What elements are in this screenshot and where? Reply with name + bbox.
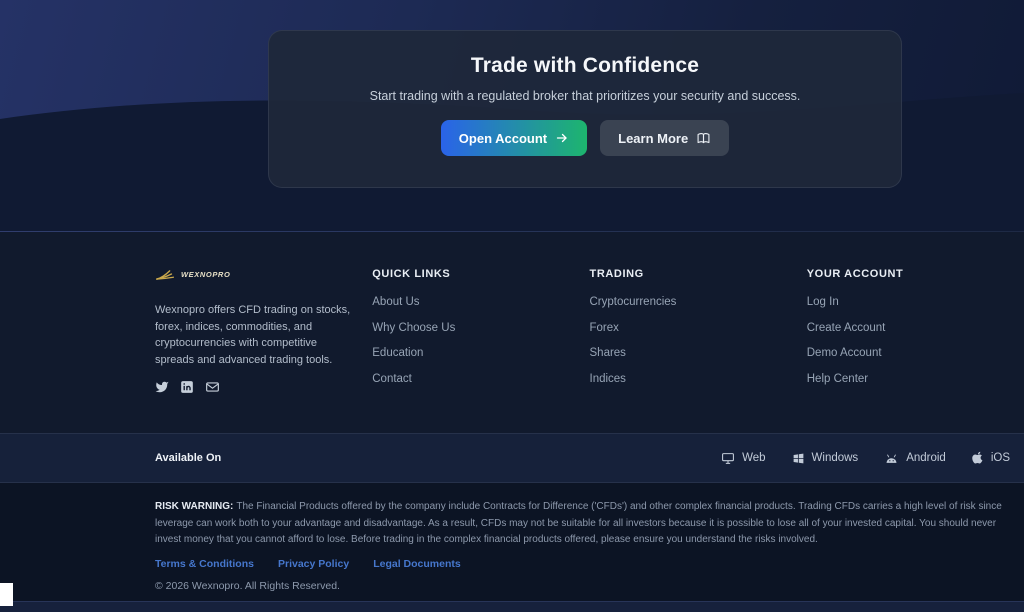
arrow-right-icon <box>555 132 569 144</box>
footer-link-why-choose-us[interactable]: Why Choose Us <box>372 321 456 334</box>
brand-logo-text: wexnopro <box>181 270 231 279</box>
linkedin-icon[interactable] <box>180 380 194 394</box>
footer-link-about-us[interactable]: About Us <box>372 296 420 308</box>
platform-item-ios[interactable]: iOS <box>972 451 1010 465</box>
cta-buttons: Open Account Learn More <box>269 120 901 156</box>
twitter-icon[interactable] <box>155 380 169 394</box>
footer-column-trading: TRADING Cryptocurrencies Forex Shares In… <box>590 268 807 399</box>
learn-more-button[interactable]: Learn More <box>600 120 730 156</box>
footer-link-log-in[interactable]: Log In <box>806 296 839 308</box>
footer-link-contact[interactable]: Contact <box>372 372 412 385</box>
legal-link-terms-and-conditions[interactable]: Terms & Conditions <box>155 557 254 570</box>
risk-legal-section: RISK WARNING: The Financial Products offe… <box>0 483 1024 601</box>
book-icon <box>696 132 711 145</box>
android-icon <box>884 452 899 465</box>
footer-brand-column: wexnopro Wexnopro offers CFD trading on … <box>155 268 372 399</box>
footer-link-help-center[interactable]: Help Center <box>806 372 869 385</box>
platform-label: Web <box>742 452 766 464</box>
email-icon[interactable] <box>205 380 220 394</box>
legal-links: Terms & Conditions Privacy Policy Legal … <box>155 558 1024 570</box>
brand-description: Wexnopro offers CFD trading on stocks, f… <box>155 304 351 366</box>
footer-column-your-account: YOUR ACCOUNT Log In Create Account Demo … <box>807 268 1024 399</box>
platform-label: Windows <box>811 452 859 464</box>
monitor-icon <box>721 452 735 465</box>
column-title-your-account: YOUR ACCOUNT <box>806 268 904 280</box>
brand-logo[interactable]: wexnopro <box>155 268 372 281</box>
learn-more-label: Learn More <box>618 130 689 146</box>
column-title-quick-links: QUICK LINKS <box>372 268 451 280</box>
wing-icon <box>155 268 177 281</box>
hero-section: Trade with Confidence Start trading with… <box>0 0 1024 232</box>
footer-section: wexnopro Wexnopro offers CFD trading on … <box>0 232 1024 433</box>
footer-link-cryptocurrencies[interactable]: Cryptocurrencies <box>589 296 677 308</box>
white-corner-box <box>0 583 13 606</box>
copyright-text: © 2026 Wexnopro. All Rights Reserved. <box>155 579 340 592</box>
footer-link-demo-account[interactable]: Demo Account <box>806 347 882 359</box>
footer-link-forex[interactable]: Forex <box>589 321 619 334</box>
open-account-label: Open Account <box>458 130 548 146</box>
apple-icon <box>972 451 984 465</box>
platform-label: iOS <box>990 452 1010 464</box>
platform-item-windows[interactable]: Windows <box>792 451 859 465</box>
platform-label: Android <box>906 452 946 464</box>
platform-item-android[interactable]: Android <box>884 451 946 465</box>
footer-link-indices[interactable]: Indices <box>589 372 626 385</box>
cta-card: Trade with Confidence Start trading with… <box>268 30 902 188</box>
footer-column-quick-links: QUICK LINKS About Us Why Choose Us Educa… <box>372 268 589 399</box>
platform-item-web[interactable]: Web <box>721 451 766 465</box>
cta-title: Trade with Confidence <box>470 54 700 77</box>
cta-subtitle: Start trading with a regulated broker th… <box>369 89 801 103</box>
footer-link-shares[interactable]: Shares <box>589 347 626 359</box>
platform-list: Web Windows Android iOS <box>721 451 1010 465</box>
risk-warning: RISK WARNING: The Financial Products offe… <box>155 499 1012 549</box>
windows-icon <box>792 452 805 465</box>
legal-link-legal-documents[interactable]: Legal Documents <box>373 557 461 570</box>
available-on-bar: Available On Web Windows Android iOS <box>0 433 1024 483</box>
footer-link-create-account[interactable]: Create Account <box>806 321 886 334</box>
social-links <box>155 380 372 394</box>
risk-warning-text: The Financial Products offered by the co… <box>155 501 1002 545</box>
next-section-edge <box>0 601 1024 612</box>
footer-link-education[interactable]: Education <box>372 347 424 359</box>
open-account-button[interactable]: Open Account <box>440 120 588 156</box>
risk-warning-label: RISK WARNING: <box>155 501 234 512</box>
legal-link-privacy-policy[interactable]: Privacy Policy <box>277 557 350 570</box>
column-title-trading: TRADING <box>589 268 644 280</box>
available-on-label: Available On <box>155 452 222 464</box>
